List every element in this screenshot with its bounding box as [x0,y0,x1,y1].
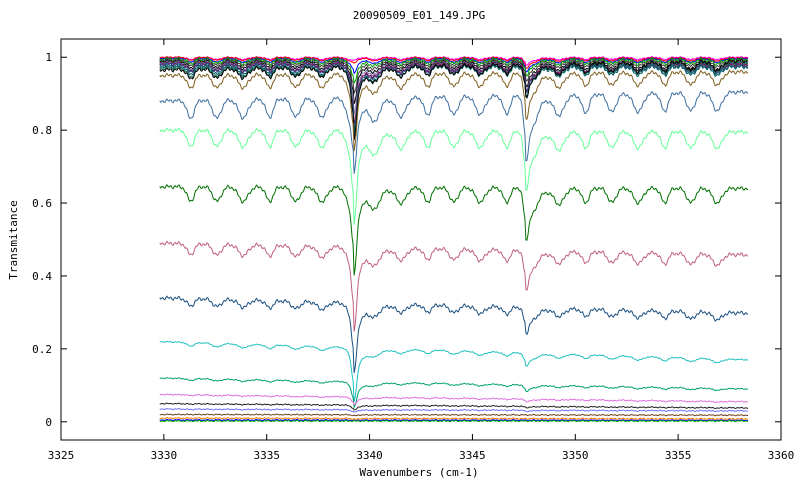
series-line-12 [159,58,749,141]
plot-frame [60,38,782,441]
series-line-2 [159,56,749,69]
series-layer [159,56,749,423]
x-tick-label: 3340 [356,449,383,462]
series-line-13 [159,69,749,152]
y-tick-label: 1 [45,51,52,64]
series-line-19 [159,340,749,402]
series-line-23 [159,407,749,413]
series-line-4 [159,56,749,85]
series-line-17 [159,240,749,332]
series-line-15 [159,127,749,225]
series-line-9 [159,61,749,130]
series-line-16 [159,184,749,276]
series-line-24 [159,413,749,417]
x-tick-label: 3350 [562,449,589,462]
x-tick-label: 3325 [48,449,75,462]
series-line-25 [159,417,749,420]
series-line-14 [159,89,749,174]
series-line-21 [159,393,749,406]
series-line-22 [159,402,749,411]
y-tick-label: 0.6 [32,197,52,210]
y-tick-label: 0 [45,416,52,429]
series-line-27 [159,419,749,423]
series-line-5 [159,57,749,94]
y-axis-title: Transmitance [7,200,20,279]
x-axis-title: Wavenumbers (cm-1) [359,466,478,479]
series-line-18 [159,295,749,374]
x-tick-label: 3335 [253,449,280,462]
x-tick-label: 3355 [665,449,692,462]
x-axis-ticks: 3325 3330 3335 3340 3345 3350 3355 3360 [48,39,795,462]
y-axis-ticks: 0 0.2 0.4 0.6 0.8 1 [32,51,781,429]
y-tick-label: 0.4 [32,270,52,283]
y-tick-label: 0.2 [32,343,52,356]
series-line-20 [159,377,749,410]
chart-title: 20090509_E01_149.JPG [353,9,485,22]
x-tick-label: 3360 [768,449,795,462]
series-line-26 [159,418,749,422]
y-tick-label: 0.8 [32,124,52,137]
x-tick-label: 3330 [151,449,178,462]
x-tick-label: 3345 [459,449,486,462]
